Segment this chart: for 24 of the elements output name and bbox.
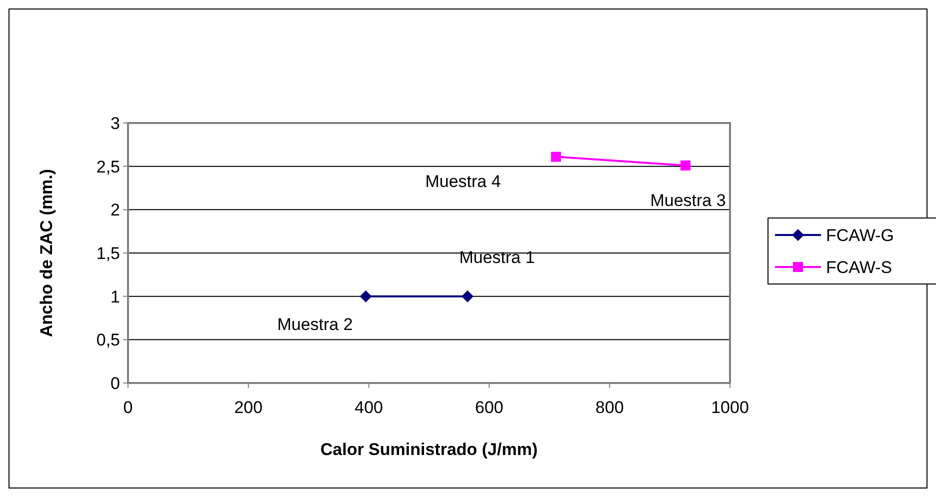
annotation: Muestra 3 bbox=[650, 191, 726, 210]
y-tick-label: 3 bbox=[110, 114, 120, 133]
x-tick-label: 1000 bbox=[711, 398, 749, 417]
legend-label: FCAW-S bbox=[826, 258, 892, 277]
point bbox=[360, 290, 372, 302]
point bbox=[680, 160, 690, 170]
y-tick-label: 1,5 bbox=[96, 244, 120, 263]
legend-label: FCAW-G bbox=[826, 226, 894, 245]
y-tick-label: 1 bbox=[110, 287, 120, 306]
x-tick-label: 200 bbox=[234, 398, 263, 417]
x-tick-label: 600 bbox=[475, 398, 504, 417]
x-tick-label: 800 bbox=[595, 398, 624, 417]
y-tick-label: 0 bbox=[110, 374, 120, 393]
y-tick-label: 0,5 bbox=[96, 330, 120, 350]
annotation: Muestra 2 bbox=[277, 315, 353, 334]
x-axis-title: Calor Suministrado (J/mm) bbox=[320, 440, 538, 459]
y-tick-label: 2,5 bbox=[96, 157, 120, 176]
y-tick-label: 2 bbox=[110, 200, 120, 220]
y-axis-title: Ancho de ZAC (mm.) bbox=[37, 168, 56, 338]
annotation: Muestra 4 bbox=[425, 172, 501, 191]
x-tick-label: 400 bbox=[354, 398, 383, 417]
point bbox=[551, 152, 562, 162]
x-tick-label: 0 bbox=[123, 398, 133, 417]
point bbox=[462, 290, 474, 302]
